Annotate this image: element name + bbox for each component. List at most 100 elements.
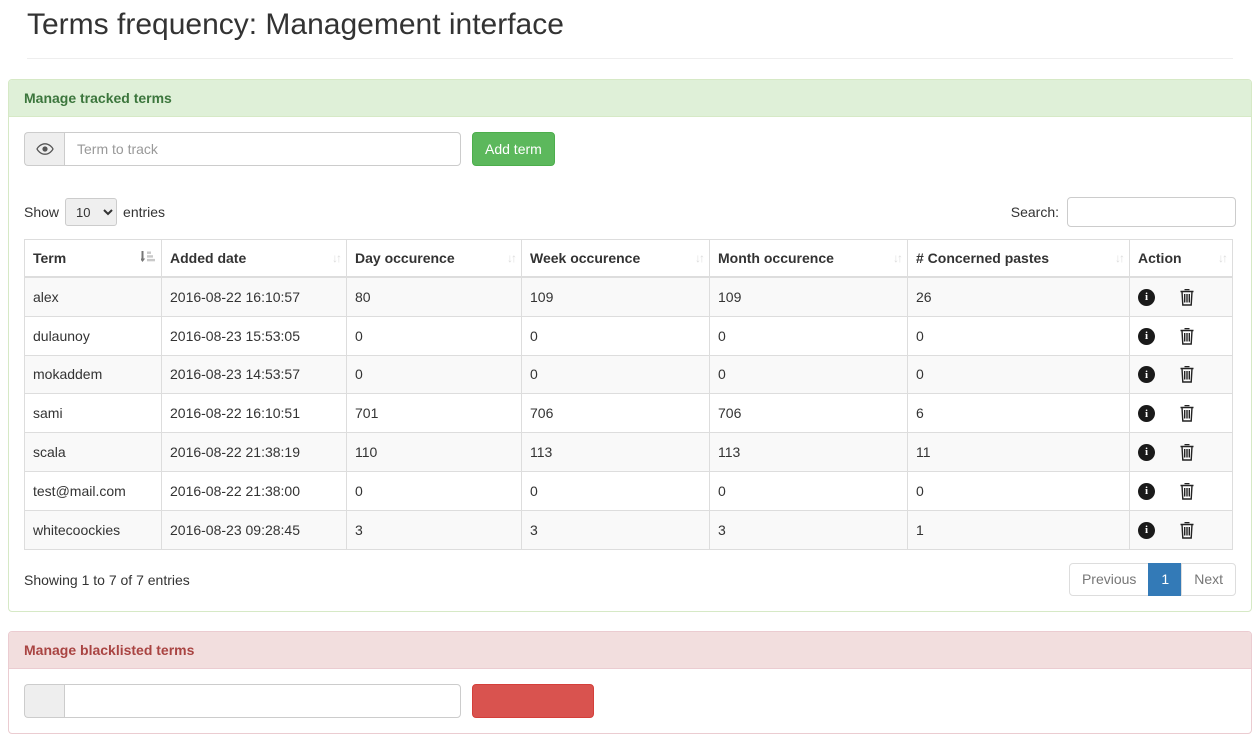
blacklist-term-input[interactable]: [64, 684, 461, 719]
entries-per-page-select[interactable]: 10: [65, 198, 118, 226]
cell-added-date: 2016-08-23 15:53:05: [161, 315, 347, 356]
cell-pastes: 11: [907, 432, 1130, 472]
eye-icon: [24, 132, 64, 166]
pagination-previous[interactable]: Previous: [1068, 562, 1150, 597]
table-row: sami 2016-08-22 16:10:51 701 706 706 6 i: [24, 393, 1233, 434]
cell-action: i: [1129, 354, 1233, 395]
cell-action: i: [1129, 509, 1233, 550]
table-row: scala 2016-08-22 21:38:19 110 113 113 11…: [24, 432, 1233, 472]
cell-week: 113: [521, 432, 710, 472]
cell-month: 0: [709, 470, 908, 511]
cell-term: alex: [24, 276, 162, 317]
sort-both-icon: ↓↑: [1218, 251, 1228, 265]
sort-both-icon: ↓↑: [332, 251, 342, 265]
cell-term: test@mail.com: [24, 470, 162, 511]
column-header-day-occurence[interactable]: Day occurence ↓↑: [346, 239, 522, 278]
sort-ascending-icon: [139, 250, 155, 266]
trash-icon[interactable]: [1180, 327, 1194, 345]
pagination-next[interactable]: Next: [1181, 562, 1236, 597]
trash-icon[interactable]: [1180, 521, 1194, 539]
cell-pastes: 0: [907, 470, 1130, 511]
info-circle-icon[interactable]: i: [1138, 482, 1155, 500]
table-row: test@mail.com 2016-08-22 21:38:00 0 0 0 …: [24, 470, 1233, 511]
blacklisted-terms-panel-body: [9, 669, 1251, 733]
cell-day: 0: [346, 470, 522, 511]
entries-label: entries: [123, 204, 166, 220]
column-header-term[interactable]: Term: [24, 239, 162, 278]
cell-week: 706: [521, 393, 710, 434]
pagination-page-1[interactable]: 1: [1148, 562, 1183, 597]
trash-icon[interactable]: [1180, 288, 1194, 306]
page-title: Terms frequency: Management interface: [27, 8, 564, 41]
table-search-control: Search:: [1011, 197, 1236, 227]
tracked-terms-table: Term Added date: [24, 239, 1233, 550]
cell-pastes: 26: [907, 276, 1130, 317]
cell-term: whitecoockies: [24, 509, 162, 550]
blacklist-input-group: [24, 684, 461, 719]
cell-term: mokaddem: [24, 354, 162, 395]
search-input[interactable]: [1067, 197, 1236, 227]
table-row: whitecoockies 2016-08-23 09:28:45 3 3 3 …: [24, 509, 1233, 550]
info-circle-icon[interactable]: i: [1138, 405, 1155, 423]
cell-action: i: [1129, 315, 1233, 356]
info-circle-icon[interactable]: i: [1138, 521, 1155, 539]
cell-action: i: [1129, 393, 1233, 434]
column-header-week-occurence[interactable]: Week occurence ↓↑: [521, 239, 710, 278]
pagination: Previous 1 Next: [1068, 562, 1236, 597]
trash-icon[interactable]: [1180, 443, 1194, 461]
blacklist-term-button[interactable]: [472, 684, 594, 719]
cell-week: 109: [521, 276, 710, 317]
cell-pastes: 0: [907, 315, 1130, 356]
page-header: Terms frequency: Management interface: [27, 8, 1233, 41]
title-divider: [27, 58, 1233, 59]
tracked-terms-panel: Manage tracked terms Add term Show 10: [8, 79, 1252, 613]
cell-month: 3: [709, 509, 908, 550]
table-row: mokaddem 2016-08-23 14:53:57 0 0 0 0 i: [24, 354, 1233, 395]
column-header-added-date[interactable]: Added date ↓↑: [161, 239, 347, 278]
cell-pastes: 0: [907, 354, 1130, 395]
term-input-group: [24, 132, 461, 166]
cell-added-date: 2016-08-22 21:38:00: [161, 470, 347, 511]
tracked-terms-panel-heading: Manage tracked terms: [9, 80, 1251, 117]
cell-day: 110: [346, 432, 522, 472]
info-circle-icon[interactable]: i: [1138, 366, 1155, 384]
cell-week: 0: [521, 354, 710, 395]
term-to-track-input[interactable]: [64, 132, 461, 166]
cell-pastes: 1: [907, 509, 1130, 550]
cell-month: 706: [709, 393, 908, 434]
cell-day: 80: [346, 276, 522, 317]
cell-pastes: 6: [907, 393, 1130, 434]
table-row: dulaunoy 2016-08-23 15:53:05 0 0 0 0 i: [24, 315, 1233, 356]
sort-both-icon: ↓↑: [695, 251, 705, 265]
info-circle-icon[interactable]: i: [1138, 327, 1155, 345]
info-circle-icon[interactable]: i: [1138, 443, 1155, 461]
cell-week: 0: [521, 315, 710, 356]
cell-action: i: [1129, 432, 1233, 472]
cell-day: 3: [346, 509, 522, 550]
info-circle-icon[interactable]: i: [1138, 288, 1155, 306]
trash-icon[interactable]: [1180, 405, 1194, 422]
sort-both-icon: ↓↑: [507, 251, 517, 265]
blacklist-addon-icon: [24, 684, 64, 719]
column-header-action[interactable]: Action ↓↑: [1129, 239, 1233, 278]
table-body: alex 2016-08-22 16:10:57 80 109 109 26 i…: [24, 276, 1233, 550]
cell-term: sami: [24, 393, 162, 434]
show-label: Show: [24, 204, 60, 220]
table-row: alex 2016-08-22 16:10:57 80 109 109 26 i: [24, 276, 1233, 317]
trash-icon[interactable]: [1180, 366, 1194, 384]
cell-added-date: 2016-08-22 16:10:51: [161, 393, 347, 434]
table-header-row: Term Added date: [24, 239, 1233, 278]
cell-month: 113: [709, 432, 908, 472]
table-length-control: Show 10 entries: [24, 198, 165, 226]
trash-icon[interactable]: [1180, 482, 1194, 500]
cell-added-date: 2016-08-22 21:38:19: [161, 432, 347, 472]
column-header-concerned-pastes[interactable]: # Concerned pastes ↓↑: [907, 239, 1130, 278]
cell-month: 0: [709, 354, 908, 395]
sort-both-icon: ↓↑: [1115, 251, 1125, 265]
blacklisted-terms-panel-heading: Manage blacklisted terms: [9, 632, 1251, 670]
add-term-button[interactable]: Add term: [472, 132, 555, 166]
column-header-month-occurence[interactable]: Month occurence ↓↑: [709, 239, 908, 278]
cell-month: 109: [709, 276, 908, 317]
cell-week: 0: [521, 470, 710, 511]
cell-added-date: 2016-08-23 14:53:57: [161, 354, 347, 395]
